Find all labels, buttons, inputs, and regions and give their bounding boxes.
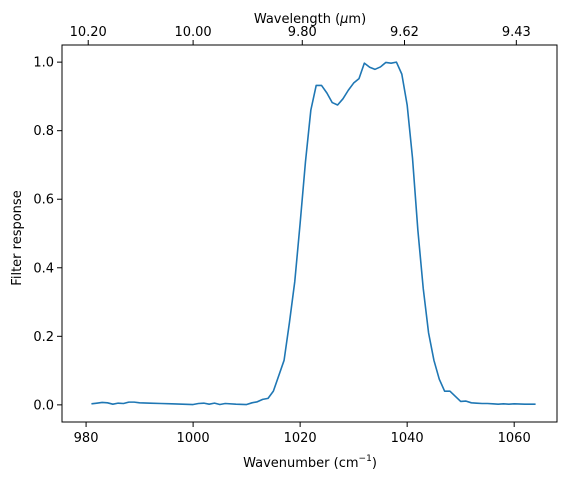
left-axis-ticks: 0.0 0.2 0.4 0.6 0.8 1.0 [33,56,62,413]
y-axis-title: Filter response [10,190,25,285]
y-tick-label: 0.8 [33,124,54,139]
x-tick-label: 1040 [391,431,424,446]
top-axis-ticks: 10.20 10.00 9.80 9.62 9.43 [70,25,531,45]
x-tick-label: 1020 [284,431,317,446]
top-tick-label: 9.62 [390,25,419,40]
x-axis-title-exponent: −1 [359,454,372,464]
bottom-axis-ticks: 980 1000 1020 1040 1060 [74,422,531,446]
x-tick-label: 1000 [177,431,210,446]
top-tick-label: 9.43 [502,25,531,40]
y-tick-label: 0.2 [33,330,54,345]
top-tick-label: 10.20 [70,25,107,40]
top-tick-label: 9.80 [288,25,317,40]
y-tick-label: 0.6 [33,193,54,208]
x-tick-label: 980 [74,431,99,446]
y-tick-label: 1.0 [33,56,54,71]
plot-frame [61,44,558,423]
series-line-filter-response [91,61,536,406]
y-tick-label: 0.4 [33,261,54,276]
x-axis-title: Wavenumber (cm−1) [243,454,377,471]
top-tick-label: 10.00 [174,25,211,40]
y-tick-label: 0.0 [33,398,54,413]
top-axis-title: Wavelength (μm) [254,12,366,27]
x-tick-label: 1060 [498,431,531,446]
